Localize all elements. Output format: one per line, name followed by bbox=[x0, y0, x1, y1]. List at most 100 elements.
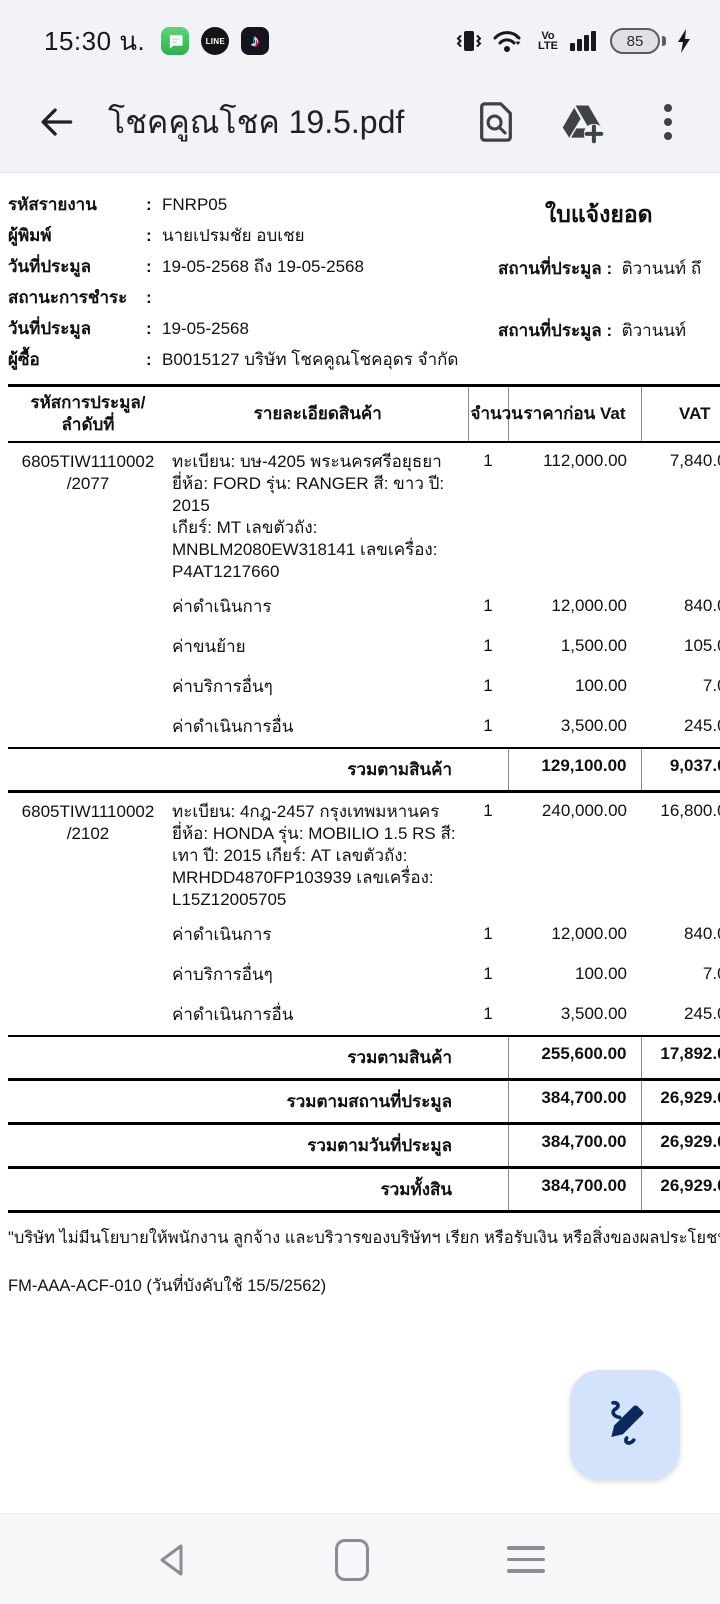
qty-cell: 1 bbox=[483, 596, 493, 615]
total-vat-cell: 26,929.00 bbox=[640, 1166, 720, 1213]
fee-row: ค่าดำเนินการ 1 12,000.00 840.00 bbox=[8, 587, 720, 627]
total-vat-cell: 26,929.00 bbox=[640, 1122, 720, 1169]
fee-row: ค่าดำเนินการอื่น 1 3,500.00 245.00 bbox=[8, 995, 720, 1036]
fee-row: ค่าดำเนินการอื่น 1 3,500.00 245.00 bbox=[8, 707, 720, 748]
qty-cell bbox=[468, 1078, 508, 1125]
tiktok-icon: ♪ bbox=[241, 27, 270, 55]
wifi-icon bbox=[493, 31, 521, 52]
field-auction-date: วันที่ประมูล : 19-05-2568 สถานที่ประมูล … bbox=[8, 313, 720, 344]
qty-cell: 1 bbox=[483, 451, 493, 470]
auction-id-cell: 6805TIW1110002 /2102 bbox=[21, 802, 155, 843]
vat-cell: 245.00 bbox=[684, 716, 720, 735]
fee-description-cell: ค่าดำเนินการอื่น bbox=[172, 717, 294, 736]
field-auction-date-range: วันที่ประมูล : 19-05-2568 ถึง 19-05-2568… bbox=[8, 251, 720, 282]
vat-cell: 245.00 bbox=[684, 1004, 720, 1023]
nav-recents-icon bbox=[507, 1546, 545, 1573]
qty-cell: 1 bbox=[483, 924, 493, 943]
total-row: รวมตามสินค้า 255,600.00 17,892.00 bbox=[8, 1035, 720, 1081]
overflow-menu-icon bbox=[664, 104, 672, 140]
total-label-cell: รวมตามสินค้า bbox=[8, 1035, 468, 1081]
fee-row: ค่าขนย้าย 1 1,500.00 105.00 bbox=[8, 627, 720, 667]
qty-cell bbox=[468, 1122, 508, 1169]
find-in-document-button[interactable] bbox=[470, 96, 522, 148]
form-code: FM-AAA-ACF-010 (วันที่บังคับใช้ 15/5/256… bbox=[8, 1277, 327, 1295]
total-label-cell: รวมตามสินค้า bbox=[8, 747, 468, 793]
price-cell: 100.00 bbox=[575, 676, 627, 695]
back-arrow-icon bbox=[41, 108, 73, 136]
qty-cell: 1 bbox=[483, 716, 493, 735]
price-cell: 112,000.00 bbox=[543, 451, 627, 470]
price-cell: 12,000.00 bbox=[551, 924, 627, 943]
battery-terminal bbox=[662, 36, 666, 46]
app-bar: โชคคูณโชค 19.5.pdf bbox=[0, 72, 720, 172]
price-cell: 1,500.00 bbox=[560, 636, 627, 655]
field-auction-place-range: สถานที่ประมูล : ติวานนท์ ถึ bbox=[498, 259, 702, 278]
vat-cell: 7.00 bbox=[702, 964, 720, 983]
pdf-page[interactable]: ใบแจ้งยอด รหัสรายงาน : FNRP05 ผู้พิมพ์ :… bbox=[0, 172, 720, 1513]
add-to-drive-button[interactable] bbox=[556, 96, 608, 148]
price-cell: 3,500.00 bbox=[560, 1004, 627, 1023]
fee-description-cell: ค่าดำเนินการ bbox=[172, 597, 272, 616]
battery-level: 85 bbox=[626, 32, 644, 50]
total-row: รวมตามสินค้า 129,100.00 9,037.00 bbox=[8, 747, 720, 793]
col-price-before-vat: ราคาก่อน Vat bbox=[507, 384, 641, 443]
status-bar: 15:30 น. LINE ♪ Vo LTE bbox=[0, 0, 720, 72]
vat-cell: 105.00 bbox=[684, 636, 720, 655]
invoice-title: ใบแจ้งยอด bbox=[545, 201, 653, 227]
fee-row: ค่าดำเนินการ 1 12,000.00 840.00 bbox=[8, 915, 720, 955]
vehicle-description-cell: ทะเบียน: 4กฎ-2457 กรุงเทพมหานคร ยี่ห้อ: … bbox=[172, 802, 456, 909]
auction-id-cell bbox=[8, 995, 168, 1036]
find-in-document-icon bbox=[480, 102, 512, 142]
vat-cell: 840.00 bbox=[684, 596, 720, 615]
invoice-header: ใบแจ้งยอด รหัสรายงาน : FNRP05 ผู้พิมพ์ :… bbox=[8, 189, 720, 375]
battery-icon: 85 bbox=[610, 28, 660, 54]
add-to-drive-icon bbox=[562, 105, 604, 144]
qty-cell: 1 bbox=[483, 964, 493, 983]
total-price-cell: 384,700.00 bbox=[507, 1122, 641, 1169]
vehicle-description-cell: ทะเบียน: บษ-4205 พระนครศรีอยุธยา ยี่ห้อ:… bbox=[172, 452, 445, 581]
qty-cell: 1 bbox=[483, 1004, 493, 1023]
field-payment-status: สถานะการชำระ : bbox=[8, 287, 152, 308]
annotate-fab[interactable] bbox=[570, 1370, 680, 1480]
invoice-table-body: 6805TIW1110002 /2077 ทะเบียน: บษ-4205 พร… bbox=[8, 442, 720, 1213]
field-auction-place: สถานที่ประมูล : ติวานนท์ bbox=[498, 321, 687, 340]
auction-id-cell bbox=[8, 627, 168, 667]
messages-icon bbox=[161, 27, 190, 55]
nav-back-button[interactable] bbox=[127, 1514, 217, 1604]
fee-description-cell: ค่าบริการอื่นๆ bbox=[172, 965, 273, 984]
clock: 15:30 น. bbox=[44, 25, 146, 56]
price-cell: 12,000.00 bbox=[551, 596, 627, 615]
qty-cell bbox=[468, 1035, 508, 1081]
auction-id-cell bbox=[8, 707, 168, 748]
more-options-button[interactable] bbox=[642, 96, 694, 148]
field-buyer: ผู้ซื้อ : B0015127 บริษัท โชคคูณโชคอุดร … bbox=[8, 349, 459, 370]
col-vat: VAT bbox=[640, 384, 720, 443]
signal-icon bbox=[570, 31, 596, 51]
volte-icon: Vo LTE bbox=[538, 30, 558, 52]
total-vat-cell: 26,929.00 bbox=[640, 1078, 720, 1125]
qty-cell: 1 bbox=[483, 636, 493, 655]
back-button[interactable] bbox=[30, 96, 82, 148]
total-label-cell: รวมทั้งสิน bbox=[8, 1166, 468, 1213]
vat-cell: 7.00 bbox=[702, 676, 720, 695]
col-description: รายละเอียดสินค้า bbox=[168, 384, 468, 443]
line-icon: LINE bbox=[201, 27, 230, 55]
table-header-row: รหัสการประมูล/ ลำดับที่ รายละเอียดสินค้า… bbox=[8, 384, 720, 443]
col-qty: จำนวน bbox=[467, 384, 523, 443]
invoice-table: รหัสการประมูล/ ลำดับที่ รายละเอียดสินค้า… bbox=[8, 384, 720, 1213]
vat-cell: 16,800.00 bbox=[660, 801, 720, 820]
auction-id-cell bbox=[8, 955, 168, 995]
vehicle-row: 6805TIW1110002 /2077 ทะเบียน: บษ-4205 พร… bbox=[8, 442, 720, 587]
total-vat-cell: 9,037.00 bbox=[640, 747, 720, 793]
vat-cell: 840.00 bbox=[684, 924, 720, 943]
fee-description-cell: ค่าดำเนินการ bbox=[172, 925, 272, 944]
qty-cell: 1 bbox=[483, 676, 493, 695]
total-row: รวมตามวันที่ประมูล 384,700.00 26,929.00 bbox=[8, 1122, 720, 1169]
nav-recents-button[interactable] bbox=[481, 1514, 571, 1604]
fee-row: ค่าบริการอื่นๆ 1 100.00 7.00 bbox=[8, 955, 720, 995]
total-label-cell: รวมตามวันที่ประมูล bbox=[8, 1122, 468, 1169]
price-cell: 240,000.00 bbox=[541, 801, 627, 820]
fee-description-cell: ค่าดำเนินการอื่น bbox=[172, 1005, 294, 1024]
nav-home-button[interactable] bbox=[307, 1514, 397, 1604]
